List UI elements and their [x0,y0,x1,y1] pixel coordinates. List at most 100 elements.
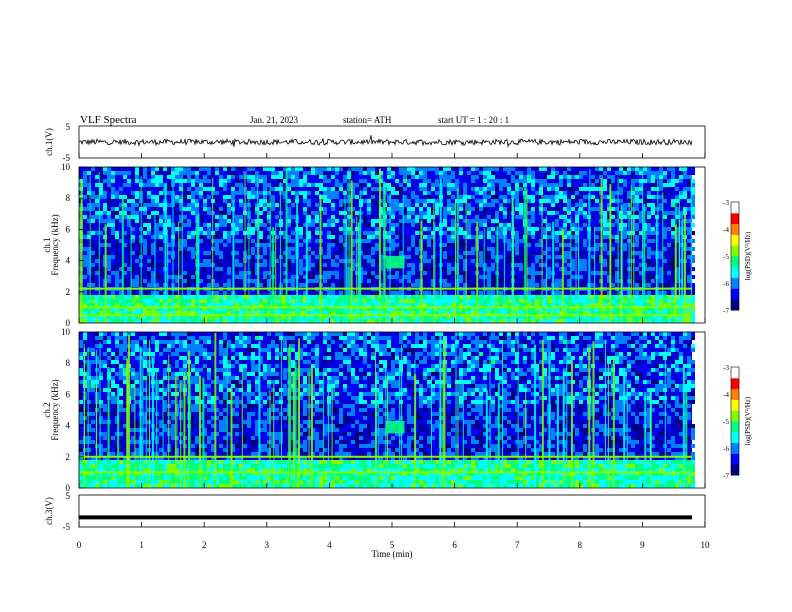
spectrogram-cell [191,271,195,275]
spectrogram-cell [519,283,523,287]
spectrogram-cell [287,243,291,247]
spectrogram-cell [683,183,687,187]
spectrogram-cell [471,247,475,251]
spectrogram-cell [627,195,631,199]
spectrogram-cell [263,275,267,279]
spectrogram-cell [415,279,419,283]
spectrogram-cell [547,199,551,203]
spectrogram-cell [671,171,675,175]
spectrogram-cell [379,211,383,215]
spectrogram-cell [551,332,555,336]
spectrogram-cell [247,336,251,340]
spectrogram-cell [495,199,499,203]
spectrogram-cell [483,187,487,191]
spectrogram-cell [407,235,411,239]
spectrogram-cell [403,307,407,311]
spectrogram-cell [655,167,659,171]
spectrogram-cell [187,171,191,175]
spectrogram-cell [323,167,327,171]
spectrogram-cell [79,336,83,340]
spectrogram-cell [283,319,287,323]
spectrogram-cell [339,207,343,211]
spectrogram-cell [195,207,199,211]
spectrogram-cell [239,219,243,223]
spectrogram-cell [119,171,123,175]
spectrogram-cell [315,255,319,259]
spectrogram-cell [387,271,391,275]
spectrogram-cell [667,227,671,231]
spectrogram-cell [203,179,207,183]
spectrogram-cell [331,195,335,199]
spectrogram-cell [623,183,627,187]
spectrogram-cell [539,255,543,259]
spectrogram-cell [655,207,659,211]
spectrogram-cell [459,299,463,303]
colorbar-tick-label: -6 [723,280,729,288]
spectrogram-cell [95,315,99,319]
spectrogram-cell [651,275,655,279]
spectrogram-cell [287,247,291,251]
spectrogram-cell [531,231,535,235]
spectrogram-cell [671,291,675,295]
spectrogram-cell [631,332,635,336]
spectrogram-cell [123,315,127,319]
spectrogram-cell [199,231,203,235]
spectrogram-cell [519,179,523,183]
spectrogram-cell [203,231,207,235]
spectrogram-cell [99,219,103,223]
spectrogram-cell [391,336,395,340]
spectrogram-cell [575,307,579,311]
spectrogram-cell [219,263,223,267]
spectrogram-cell [403,299,407,303]
spectrogram-cell [447,307,451,311]
spectrogram-cell [279,303,283,307]
spectrogram-cell [331,175,335,179]
spectrogram-cell [411,259,415,263]
spectrogram-cell [567,295,571,299]
spectrogram-cell [483,319,487,323]
spectrogram-cell [351,191,355,195]
spectrogram-cell [151,167,155,171]
spectrogram-cell [255,299,259,303]
ch1-colorbar-label: log(PSD)(V²/Hz) [744,231,752,280]
spectrogram-cell [187,263,191,267]
spectrogram-cell [339,179,343,183]
spectrogram-cell [583,259,587,263]
spectrogram-cell [575,295,579,299]
spectrogram-cell [163,332,167,336]
spectrogram-cell [251,259,255,263]
spectrogram-cell [615,319,619,323]
spectrogram-cell [303,311,307,315]
spectrogram-cell [199,263,203,267]
spectrogram-cell [451,299,455,303]
spectrogram-cell [403,295,407,299]
spectrogram-cell [655,251,659,255]
spectrogram-cell [215,315,219,319]
spectrogram-cell [635,307,639,311]
spectrogram-cell [119,271,123,275]
spectrogram-cell [595,303,599,307]
spectrogram-cell [623,247,627,251]
spectrogram-cell [127,207,131,211]
spectrogram-cell [443,267,447,271]
spectrogram-cell [275,171,279,175]
spectrogram-cell [187,336,191,340]
spectrogram-cell [563,259,567,263]
spectrogram-cell [339,319,343,323]
spectrogram-cell [195,195,199,199]
spectrogram-cell [407,207,411,211]
spectrogram-cell [119,191,123,195]
spectrogram-cell [335,307,339,311]
spectrogram-cell [419,179,423,183]
spectrogram-cell [283,295,287,299]
spectrogram-cell [671,307,675,311]
spectrogram-cell [91,231,95,235]
spectrogram-cell [515,307,519,311]
spectrogram-cell [607,303,611,307]
spectrogram-cell [235,251,239,255]
spectrogram-cell [91,267,95,271]
spectrogram-cell [487,307,491,311]
spectrogram-cell [431,271,435,275]
spectrogram-cell [591,271,595,275]
spectrogram-cell [531,191,535,195]
